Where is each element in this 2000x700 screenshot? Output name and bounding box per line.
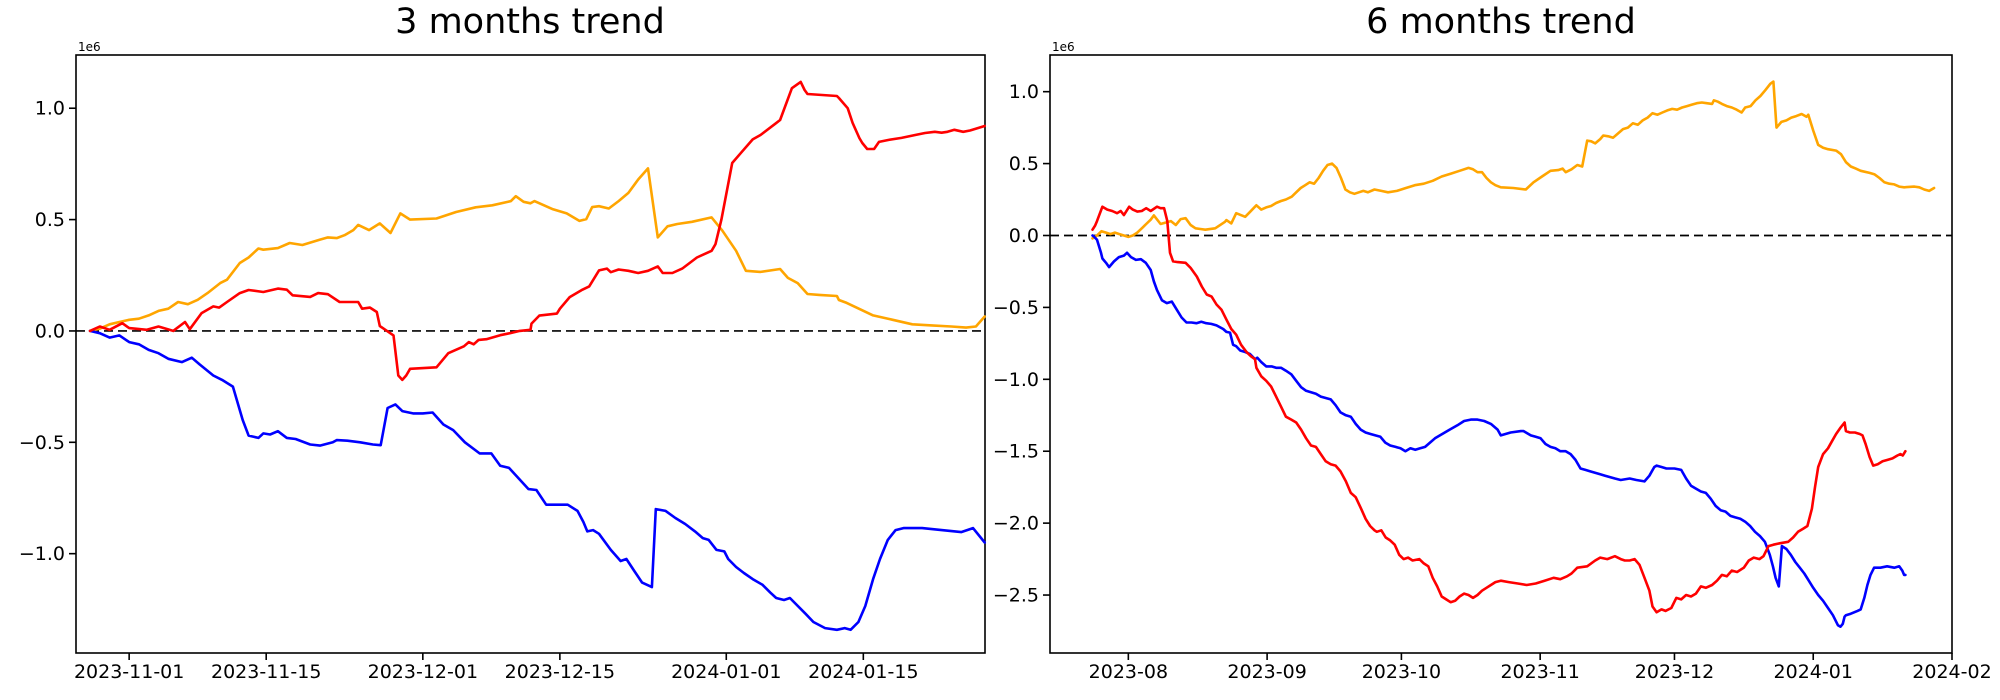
x-axis-tick-label: 2023-08 — [1089, 661, 1168, 683]
plot-border — [75, 54, 986, 654]
y-axis-tick-label: −0.5 — [19, 432, 65, 454]
y-axis-tick-label: 0.0 — [35, 320, 65, 342]
x-axis-tick-label: 2023-11-15 — [211, 661, 321, 683]
y-axis-tick-label: 1.0 — [1009, 81, 1039, 103]
chart-title-6-months: 6 months trend — [1366, 2, 1636, 42]
series-line-red — [1091, 205, 1907, 614]
y-axis-tick-label: −2.5 — [993, 585, 1039, 607]
y-axis-tick-label: 0.5 — [35, 209, 65, 231]
y-axis-tick-label: −1.5 — [993, 441, 1039, 463]
x-axis-tick-label: 2024-01-01 — [671, 661, 781, 683]
y-axis-tick-label: −1.0 — [19, 543, 65, 565]
y-axis-tick-label: 1.0 — [35, 98, 65, 120]
x-axis-tick-label: 2024-01 — [1774, 661, 1853, 683]
plot-border — [1049, 54, 1953, 654]
series-line-orange — [88, 167, 987, 333]
series-line-blue — [88, 329, 987, 632]
y-axis-tick-label: 0.0 — [1009, 225, 1039, 247]
x-axis-tick-label: 2023-11-01 — [74, 661, 184, 683]
series-line-orange — [1091, 80, 1936, 240]
x-axis-tick-label: 2024-01-15 — [808, 661, 918, 683]
series-line-blue — [1091, 234, 1907, 629]
chart-area-3-months-trend: 2023-11-01 2023-11-15 2023-12-01 2023-12-15… — [19, 40, 987, 683]
x-axis-tick-label: 2023-10 — [1362, 661, 1441, 683]
x-axis-tick-label: 2023-12-15 — [505, 661, 615, 683]
y-axis-offset-label: 1e6 — [1052, 40, 1075, 54]
y-axis-tick-label: −0.5 — [993, 297, 1039, 319]
series-line-red — [88, 80, 987, 382]
y-axis-tick-label: −2.0 — [993, 513, 1039, 535]
x-axis-tick-label: 2023-12 — [1635, 661, 1714, 683]
x-axis-tick-label: 2023-09 — [1227, 661, 1306, 683]
chart-title-3-months: 3 months trend — [395, 2, 665, 42]
y-axis-tick-label: 0.5 — [1009, 153, 1039, 175]
y-axis-tick-label: −1.0 — [993, 369, 1039, 391]
x-axis-tick-label: 2024-02 — [1912, 661, 1991, 683]
y-axis-offset-label: 1e6 — [78, 40, 101, 54]
x-axis-tick-label: 2023-11 — [1500, 661, 1579, 683]
chart-area-6-months-trend: 2023-08 2023-09 2023-10 2023-11 2023-12 2024-… — [993, 40, 1992, 683]
x-axis-tick-label: 2023-12-01 — [368, 661, 478, 683]
